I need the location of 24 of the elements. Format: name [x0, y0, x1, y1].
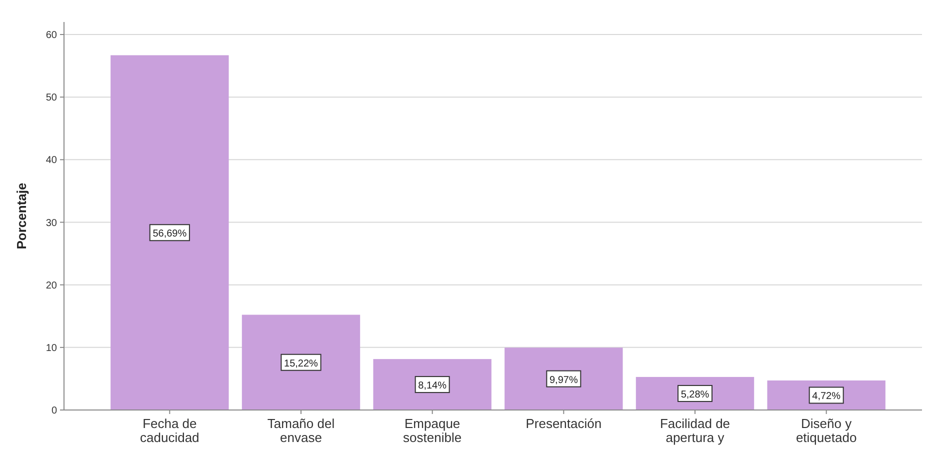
y-tick-label: 60: [46, 30, 58, 42]
x-tick-label: Facilidad de apertura y: [660, 416, 730, 445]
x-tick-label: Fecha de caducidad: [140, 416, 200, 445]
y-tick-label: 40: [46, 155, 58, 166]
y-tick-label: 50: [46, 92, 58, 104]
bar: [110, 55, 229, 410]
data-label: 15,22%: [284, 358, 318, 370]
x-tick-label: Tamaño del envase: [267, 416, 335, 445]
y-tick-label: 10: [46, 342, 58, 354]
y-axis-title: Porcentaje: [14, 182, 29, 250]
x-tick-label: Presentación: [526, 416, 602, 431]
y-tick-label: 20: [46, 280, 58, 292]
data-label: 8,14%: [418, 380, 447, 392]
bar: [373, 359, 492, 410]
bar: [242, 314, 360, 410]
y-tick-label: 30: [46, 218, 58, 229]
data-label: 56,69%: [152, 228, 187, 240]
y-tick-label: 0: [51, 406, 58, 416]
data-label: 5,28%: [680, 389, 710, 400]
data-label: 4,72%: [812, 391, 841, 402]
data-label: 9,97%: [549, 374, 578, 386]
x-tick-label: Empaque sostenible: [403, 416, 462, 445]
x-tick-label: Diseño y etiquetado: [796, 416, 857, 445]
bar: [504, 348, 623, 410]
